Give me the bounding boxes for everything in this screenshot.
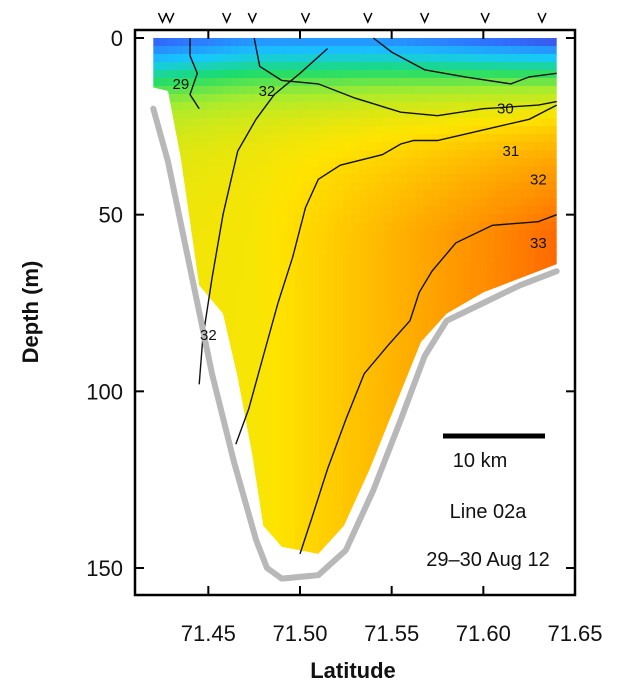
contour-32-4 bbox=[235, 104, 558, 445]
station-marker-3 bbox=[247, 12, 258, 24]
contour-label-32-4: 32 bbox=[530, 171, 547, 188]
contour-32-3 bbox=[198, 48, 328, 385]
contour-lines bbox=[189, 37, 558, 555]
station-marker-1 bbox=[165, 12, 175, 24]
seafloor-profile bbox=[150, 105, 560, 582]
x-tick-label-4: 71.65 bbox=[547, 621, 602, 646]
station-marker-5 bbox=[363, 12, 373, 24]
y-tick-label-3: 150 bbox=[86, 556, 123, 581]
contour-33-5 bbox=[299, 214, 557, 555]
contour-label-33-5: 33 bbox=[530, 235, 547, 252]
station-marker-7 bbox=[480, 12, 490, 24]
station-marker-6 bbox=[419, 12, 430, 24]
contour-29-0 bbox=[189, 38, 200, 110]
x-axis-title: Latitude bbox=[310, 658, 396, 683]
station-marker-8 bbox=[537, 12, 547, 24]
station-markers bbox=[157, 12, 547, 24]
contour-label-32-1: 32 bbox=[259, 83, 276, 100]
contour-label-29-0: 29 bbox=[172, 76, 189, 93]
station-marker-2 bbox=[221, 12, 232, 24]
contour-label-31-3: 31 bbox=[502, 143, 519, 160]
scale-bar-label: 10 km bbox=[453, 450, 507, 472]
y-axis: 0 50 100 150 bbox=[86, 26, 575, 581]
station-marker-0 bbox=[157, 12, 168, 24]
x-tick-label-0: 71.45 bbox=[181, 621, 236, 646]
x-tick-label-3: 71.60 bbox=[456, 621, 511, 646]
date-label: 29–30 Aug 12 bbox=[426, 549, 549, 571]
contour-30-1 bbox=[372, 37, 557, 85]
contour-label-group: 29 32 30 31 32 33 32 bbox=[172, 76, 546, 344]
x-tick-label-1: 71.50 bbox=[272, 621, 327, 646]
y-tick-label-1: 50 bbox=[99, 203, 123, 228]
y-tick-label-2: 100 bbox=[86, 379, 123, 404]
x-tick-label-2: 71.55 bbox=[364, 621, 419, 646]
contour-label-30-2: 30 bbox=[497, 101, 514, 118]
y-tick-label-0: 0 bbox=[111, 26, 123, 51]
y-axis-title: Depth (m) bbox=[18, 261, 43, 364]
station-marker-4 bbox=[300, 12, 311, 24]
x-axis: 71.45 71.50 71.55 71.60 71.65 bbox=[181, 30, 603, 646]
contour-31-2 bbox=[253, 37, 557, 117]
section-line-label: Line 02a bbox=[450, 501, 528, 523]
plot-frame bbox=[133, 28, 577, 597]
contour-label-32-6: 32 bbox=[200, 327, 217, 344]
